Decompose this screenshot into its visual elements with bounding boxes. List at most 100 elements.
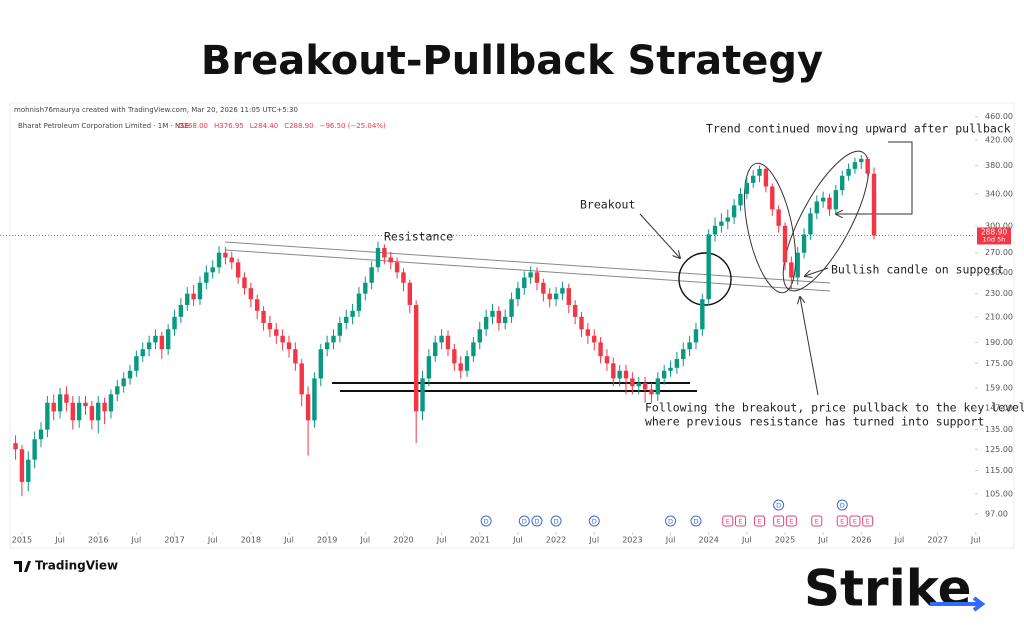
event-marker	[722, 515, 734, 527]
y-tick-label: 105.00	[985, 489, 1013, 498]
x-tick-label: 2023	[622, 536, 642, 545]
candle-body	[477, 329, 482, 343]
ohlc-header: O368.00 H376.95 L284.40 C288.90 −96.50 (−25.…	[178, 122, 386, 130]
candle-body	[541, 282, 546, 294]
candle-body	[102, 402, 107, 412]
candle-body	[522, 277, 527, 289]
candle-body	[153, 335, 158, 343]
candle-body	[159, 335, 165, 350]
candle-body	[547, 293, 552, 300]
y-tick-label: 210.00	[985, 312, 1013, 321]
event-marker	[550, 515, 562, 527]
x-tick-label: Jul	[436, 536, 447, 545]
x-tick-label: 2022	[546, 536, 566, 545]
event-marker	[836, 499, 848, 511]
candle-body	[76, 402, 82, 421]
candle-body	[846, 168, 851, 176]
candle-body	[299, 363, 304, 395]
candle-body	[655, 378, 661, 395]
x-tick-label: Jul	[283, 536, 294, 545]
candle-body	[604, 356, 610, 364]
candle-body	[750, 175, 756, 183]
candle-body	[560, 288, 565, 294]
candle-body	[382, 248, 387, 258]
candle-body	[407, 282, 413, 305]
x-tick-label: 2017	[164, 536, 184, 545]
event-marker	[588, 515, 600, 527]
candle-body	[267, 323, 273, 330]
candle-body	[369, 267, 374, 283]
annotation: Following the breakout, price pullback t…	[645, 401, 1024, 415]
candle-body	[45, 402, 50, 430]
candle-body	[661, 370, 667, 379]
ohlc-value: L284.40	[250, 122, 278, 130]
event-marker	[849, 515, 861, 527]
candle-body	[871, 173, 877, 236]
candle-body	[795, 252, 800, 278]
candle-body	[324, 342, 330, 350]
candle-body	[668, 367, 673, 371]
candle-body	[185, 293, 190, 305]
candle-body	[286, 342, 292, 350]
candle-body	[318, 349, 323, 379]
candle-body	[375, 248, 381, 268]
candle-body	[833, 190, 839, 210]
candle-body	[70, 402, 75, 421]
candle-body	[515, 288, 521, 300]
candle-body	[776, 209, 781, 226]
event-label: E	[738, 518, 742, 526]
y-tick-label: 380.00	[985, 161, 1013, 170]
candle-body	[452, 349, 457, 364]
x-tick-label: Jul	[970, 536, 981, 545]
candle-body	[572, 304, 578, 317]
y-tick-label: 230.00	[985, 289, 1013, 298]
candle-body	[464, 356, 470, 371]
candle-body	[388, 257, 393, 263]
candle-body	[57, 394, 63, 412]
annotation: Bullish candle on support	[831, 263, 1004, 277]
event-label: D	[592, 518, 597, 526]
candle-body	[693, 329, 699, 343]
y-tick-label: 175.00	[985, 359, 1013, 368]
x-tick-label: 2026	[851, 536, 871, 545]
candle-body	[706, 234, 711, 300]
candle-body	[51, 402, 56, 412]
candle-body	[782, 225, 788, 263]
x-tick-label: Jul	[359, 536, 370, 545]
candle-body	[344, 316, 349, 324]
candle-body	[611, 363, 616, 379]
event-marker	[665, 515, 677, 527]
candle-body	[13, 443, 18, 450]
candle-body	[32, 439, 37, 460]
candle-body	[859, 158, 864, 163]
y-tick-label: 135.00	[985, 425, 1013, 434]
candle-body	[394, 262, 400, 273]
candle-body	[490, 310, 495, 317]
candle-body	[89, 406, 95, 421]
candle-body	[700, 299, 705, 330]
event-label: E	[853, 518, 857, 526]
candle-body	[439, 335, 444, 343]
candle-body	[458, 363, 463, 371]
x-tick-label: 2015	[12, 536, 32, 545]
candle-body	[242, 277, 247, 289]
candle-body	[255, 299, 260, 311]
event-label: D	[693, 518, 698, 526]
candle-body	[96, 402, 101, 421]
candle-body	[121, 378, 126, 387]
candle-body	[146, 342, 152, 350]
candle-body	[808, 213, 813, 235]
candle-body	[26, 459, 31, 482]
candle-body	[356, 293, 362, 311]
candle-body	[216, 252, 222, 268]
candle-body	[235, 262, 241, 278]
event-label: D	[522, 518, 527, 526]
candle-body	[617, 370, 622, 379]
event-marker	[785, 515, 797, 527]
y-tick-label: 460.00	[985, 112, 1013, 121]
event-label: E	[726, 518, 730, 526]
page-title: Breakout-Pullback Strategy	[201, 38, 823, 84]
last-price-label: 288.90	[981, 227, 1007, 236]
last-price-tag	[977, 227, 1011, 245]
candle-body	[108, 394, 114, 412]
